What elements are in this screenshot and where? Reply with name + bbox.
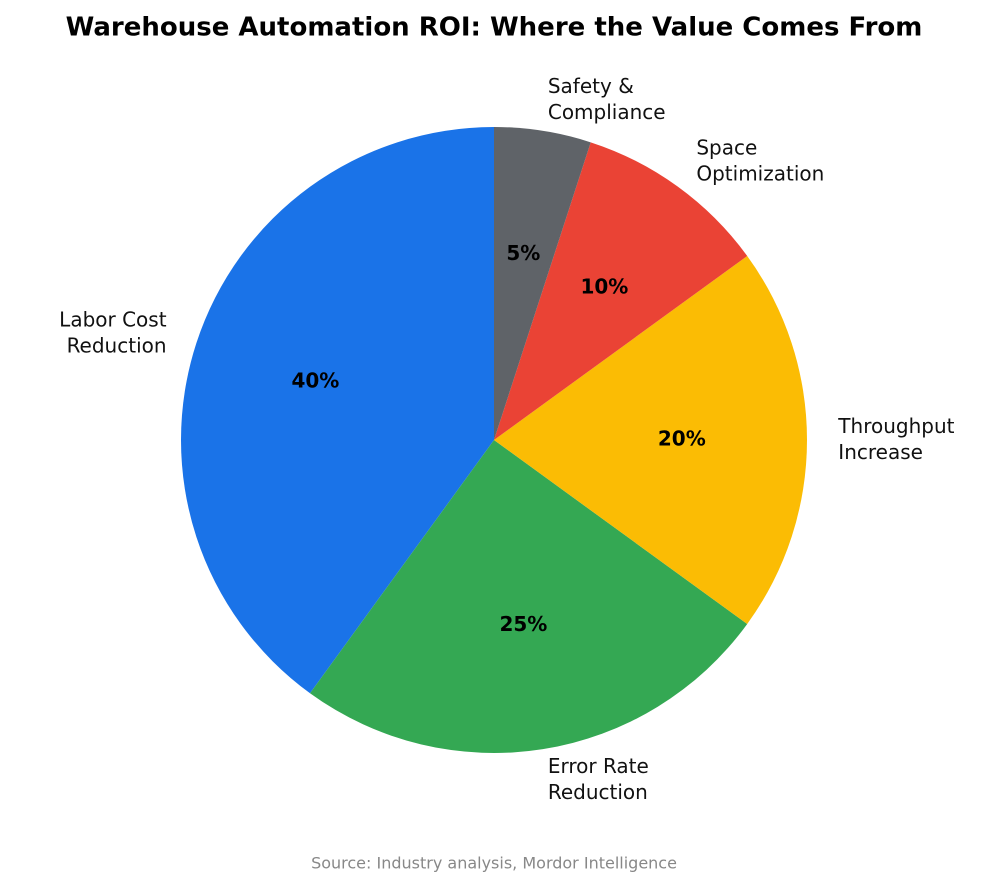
category-label: Error Rate Reduction [548, 754, 649, 804]
pie-slice [494, 127, 591, 440]
pie-slice [494, 256, 807, 624]
chart-title: Warehouse Automation ROI: Where the Valu… [66, 13, 923, 43]
value-label: 25% [499, 612, 547, 636]
value-label: 20% [658, 427, 706, 451]
category-label: Throughput Increase [837, 414, 954, 464]
source-note: Source: Industry analysis, Mordor Intell… [311, 854, 677, 873]
value-label: 5% [506, 241, 540, 265]
pie-slice [181, 127, 494, 694]
category-label: Safety & Compliance [548, 73, 666, 123]
value-label: 40% [291, 368, 339, 392]
pie-slice [494, 142, 748, 440]
pie-slice [310, 440, 748, 753]
category-label: Space Optimization [696, 135, 824, 185]
category-label: Labor Cost Reduction [59, 307, 167, 357]
value-label: 10% [580, 275, 628, 299]
